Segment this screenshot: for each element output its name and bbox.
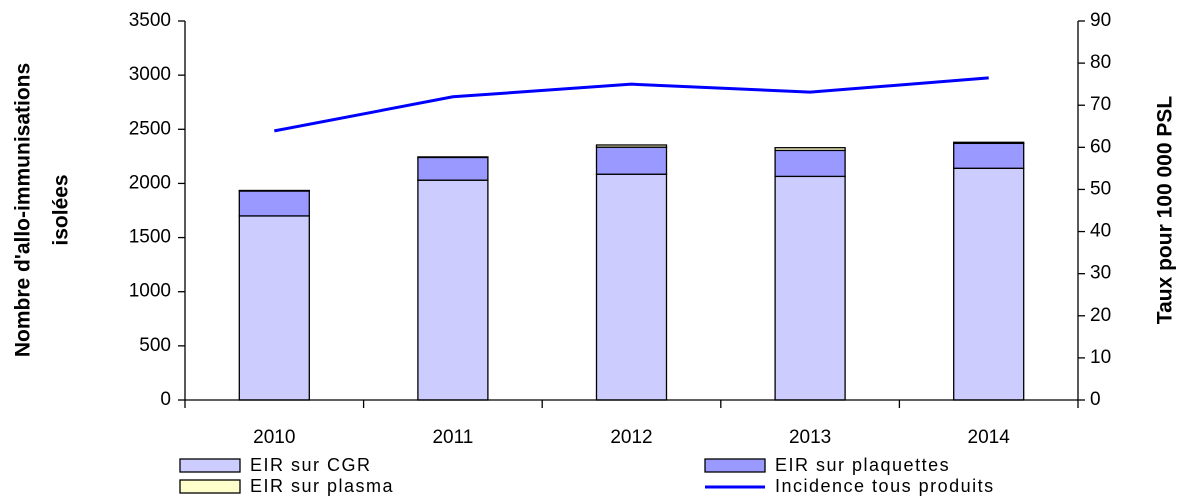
legend-label: Incidence tous produits — [775, 476, 995, 496]
bar-segment — [953, 141, 1025, 145]
bar-segment — [774, 147, 846, 152]
y2-tick-label: 10 — [1090, 347, 1111, 368]
y2-tick-label: 60 — [1090, 136, 1111, 157]
legend-label: EIR sur plasma — [250, 476, 394, 496]
x-tick-label: 2013 — [789, 427, 831, 448]
y2-tick-label: 50 — [1090, 178, 1111, 199]
x-tick-label: 2012 — [610, 427, 652, 448]
bar-segment — [417, 179, 489, 401]
y2-tick-label: 40 — [1090, 221, 1111, 242]
x-tick-label: 2014 — [968, 427, 1011, 448]
legend-swatch — [704, 458, 766, 473]
y-tick-label: 3500 — [129, 10, 171, 31]
y2-tick-label: 20 — [1090, 305, 1111, 326]
legend-swatch — [179, 479, 241, 494]
bar-segment — [238, 189, 310, 192]
y2-tick-label: 80 — [1090, 52, 1111, 73]
x-tick-label: 2010 — [253, 427, 295, 448]
bar-segment — [774, 149, 846, 178]
y2-tick-label: 90 — [1090, 10, 1111, 31]
y-tick-label: 2500 — [129, 118, 171, 139]
bar-segment — [417, 156, 489, 181]
y-tick-label: 0 — [160, 389, 171, 410]
y-axis-title: Nombre d'allo-immunisations — [12, 63, 35, 357]
legend-swatch — [179, 458, 241, 473]
x-tick-label: 2011 — [432, 427, 473, 448]
line-series — [274, 76, 989, 133]
bar-segment — [774, 175, 846, 401]
bar-segment — [238, 190, 310, 217]
bar-segment — [595, 173, 668, 401]
y-axis-title: isolées — [50, 174, 73, 245]
y2-tick-label: 0 — [1090, 389, 1101, 410]
bar-segment — [595, 144, 668, 148]
y2-axis-title: Taux pour 100 000 PSL — [1154, 96, 1177, 325]
bar-segment — [953, 142, 1025, 169]
y-tick-label: 1500 — [129, 227, 171, 248]
legend-label: EIR sur CGR — [250, 455, 372, 475]
y2-tick-label: 70 — [1090, 94, 1111, 115]
bar-segment — [238, 215, 310, 401]
y-tick-label: 500 — [139, 335, 171, 356]
y-tick-label: 3000 — [129, 64, 171, 85]
bar-segment — [595, 146, 668, 175]
y-tick-label: 2000 — [129, 172, 171, 193]
y-tick-label: 1000 — [129, 281, 171, 302]
y2-tick-label: 30 — [1090, 263, 1111, 284]
legend-label: EIR sur plaquettes — [775, 455, 950, 475]
bar-segment — [953, 167, 1025, 401]
bar-segment — [417, 156, 489, 159]
